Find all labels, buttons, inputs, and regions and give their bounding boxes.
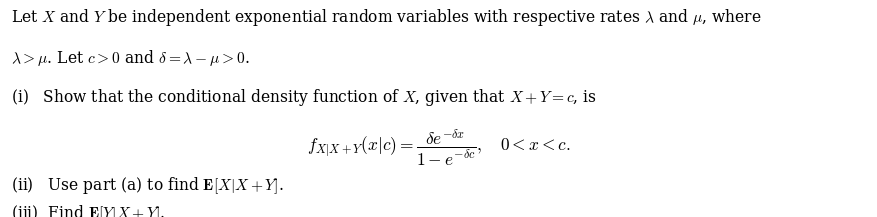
Text: (i)   Show that the conditional density function of $X$, given that $X + Y = c$,: (i) Show that the conditional density fu…: [11, 87, 595, 108]
Text: (ii)   Use part (a) to find $\mathbf{E}[X|X+Y]$.: (ii) Use part (a) to find $\mathbf{E}[X|…: [11, 175, 283, 196]
Text: $\lambda > \mu$. Let $c > 0$ and $\delta = \lambda - \mu > 0$.: $\lambda > \mu$. Let $c > 0$ and $\delta…: [11, 48, 249, 68]
Text: $f_{X|X+Y}(x|c) = \dfrac{\delta e^{-\delta x}}{1 - e^{-\delta c}},\quad 0 < x < : $f_{X|X+Y}(x|c) = \dfrac{\delta e^{-\del…: [307, 127, 570, 168]
Text: (iii)  Find $\mathbf{E}[Y|X+Y]$.: (iii) Find $\mathbf{E}[Y|X+Y]$.: [11, 203, 165, 217]
Text: Let $X$ and $Y$ be independent exponential random variables with respective rate: Let $X$ and $Y$ be independent exponenti…: [11, 7, 760, 28]
